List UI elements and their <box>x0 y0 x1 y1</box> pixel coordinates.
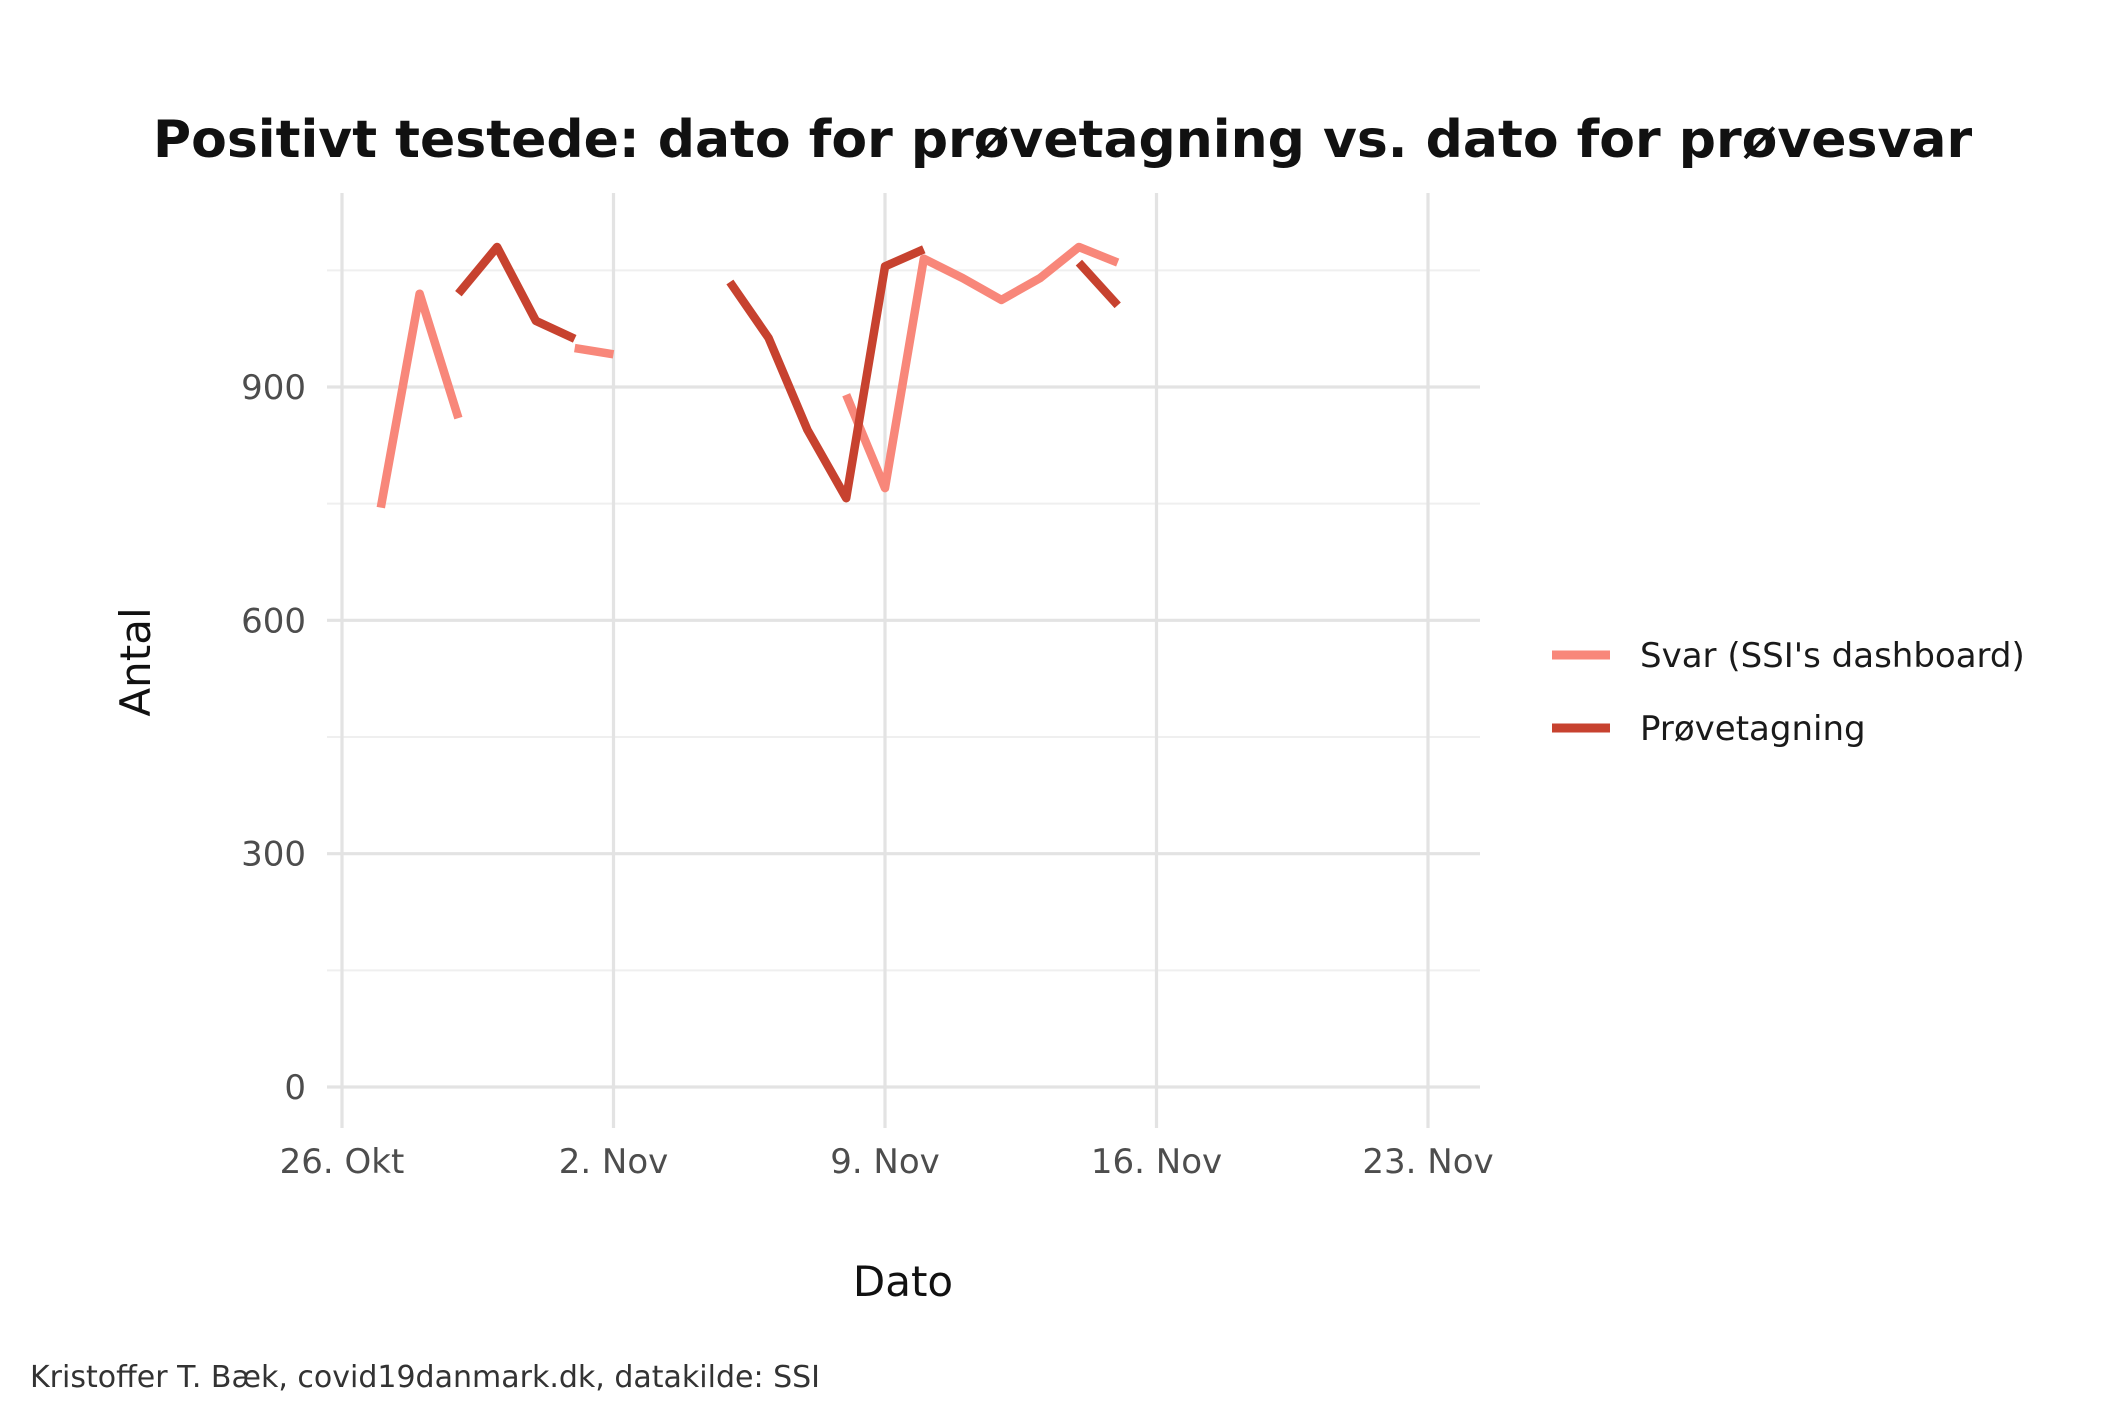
x-tick-label: 26. Okt <box>280 1142 405 1182</box>
series-1-line-segment <box>574 343 615 359</box>
series-1-line-segment <box>376 289 463 509</box>
series-2-line-segment <box>455 242 577 343</box>
series-2-line-segment <box>726 245 926 503</box>
y-axis-ticks: 0 300 600 900 <box>241 368 306 1108</box>
grid <box>327 193 1480 1128</box>
y-tick-label: 600 <box>241 601 306 641</box>
x-tick-label: 2. Nov <box>559 1142 669 1182</box>
y-tick-label: 0 <box>284 1068 306 1108</box>
caption: Kristoffer T. Bæk, covid19danmark.dk, da… <box>30 1360 820 1395</box>
series-1-line-segment <box>842 242 1120 493</box>
x-axis-ticks: 26. Okt 2. Nov 9. Nov 16. Nov 23. Nov <box>280 1142 1494 1182</box>
y-axis-title: Antal <box>111 607 160 716</box>
x-tick-label: 9. Nov <box>830 1142 940 1182</box>
legend-label-series-2: Prøvetagning <box>1640 709 1866 749</box>
legend-label-series-1: Svar (SSI's dashboard) <box>1640 636 2025 676</box>
x-axis-title: Dato <box>853 1257 953 1306</box>
chart-title: Positivt testede: dato for prøvetagning … <box>153 110 1972 170</box>
y-tick-label: 900 <box>241 368 306 408</box>
series-2-line-segment <box>1075 259 1121 309</box>
series-lines <box>376 242 1121 509</box>
legend: Svar (SSI's dashboard) Prøvetagning <box>1552 636 2025 749</box>
x-tick-label: 23. Nov <box>1362 1142 1493 1182</box>
x-tick-label: 16. Nov <box>1091 1142 1222 1182</box>
y-tick-label: 300 <box>241 835 306 875</box>
